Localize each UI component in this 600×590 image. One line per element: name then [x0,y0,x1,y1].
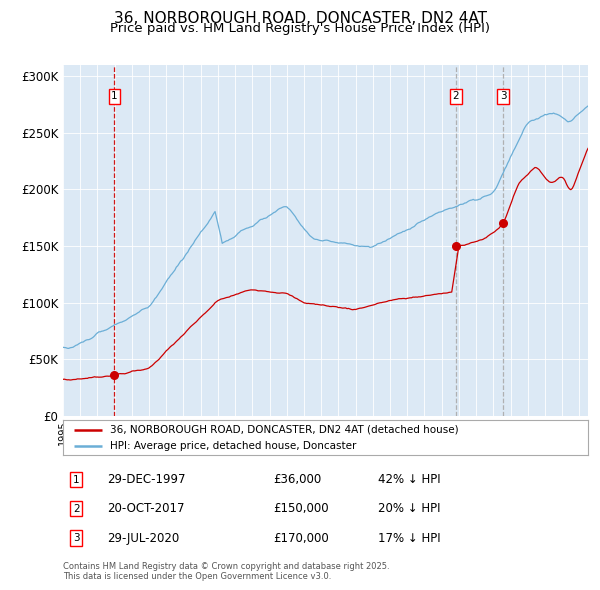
Text: 1: 1 [111,91,118,101]
Text: 1: 1 [73,475,79,484]
Text: 20% ↓ HPI: 20% ↓ HPI [378,502,440,516]
Text: 17% ↓ HPI: 17% ↓ HPI [378,532,440,545]
Text: HPI: Average price, detached house, Doncaster: HPI: Average price, detached house, Donc… [110,441,356,451]
Text: 3: 3 [500,91,506,101]
Text: 29-DEC-1997: 29-DEC-1997 [107,473,186,486]
Text: 2: 2 [452,91,459,101]
Text: 29-JUL-2020: 29-JUL-2020 [107,532,180,545]
Text: £170,000: £170,000 [273,532,329,545]
Text: £150,000: £150,000 [273,502,329,516]
Text: 42% ↓ HPI: 42% ↓ HPI [378,473,440,486]
Text: 36, NORBOROUGH ROAD, DONCASTER, DN2 4AT (detached house): 36, NORBOROUGH ROAD, DONCASTER, DN2 4AT … [110,425,459,435]
Text: 3: 3 [73,533,79,543]
Text: Contains HM Land Registry data © Crown copyright and database right 2025.
This d: Contains HM Land Registry data © Crown c… [63,562,389,581]
Text: 20-OCT-2017: 20-OCT-2017 [107,502,185,516]
Text: 36, NORBOROUGH ROAD, DONCASTER, DN2 4AT: 36, NORBOROUGH ROAD, DONCASTER, DN2 4AT [113,11,487,25]
Text: £36,000: £36,000 [273,473,321,486]
Text: 2: 2 [73,504,79,514]
Text: Price paid vs. HM Land Registry's House Price Index (HPI): Price paid vs. HM Land Registry's House … [110,22,490,35]
